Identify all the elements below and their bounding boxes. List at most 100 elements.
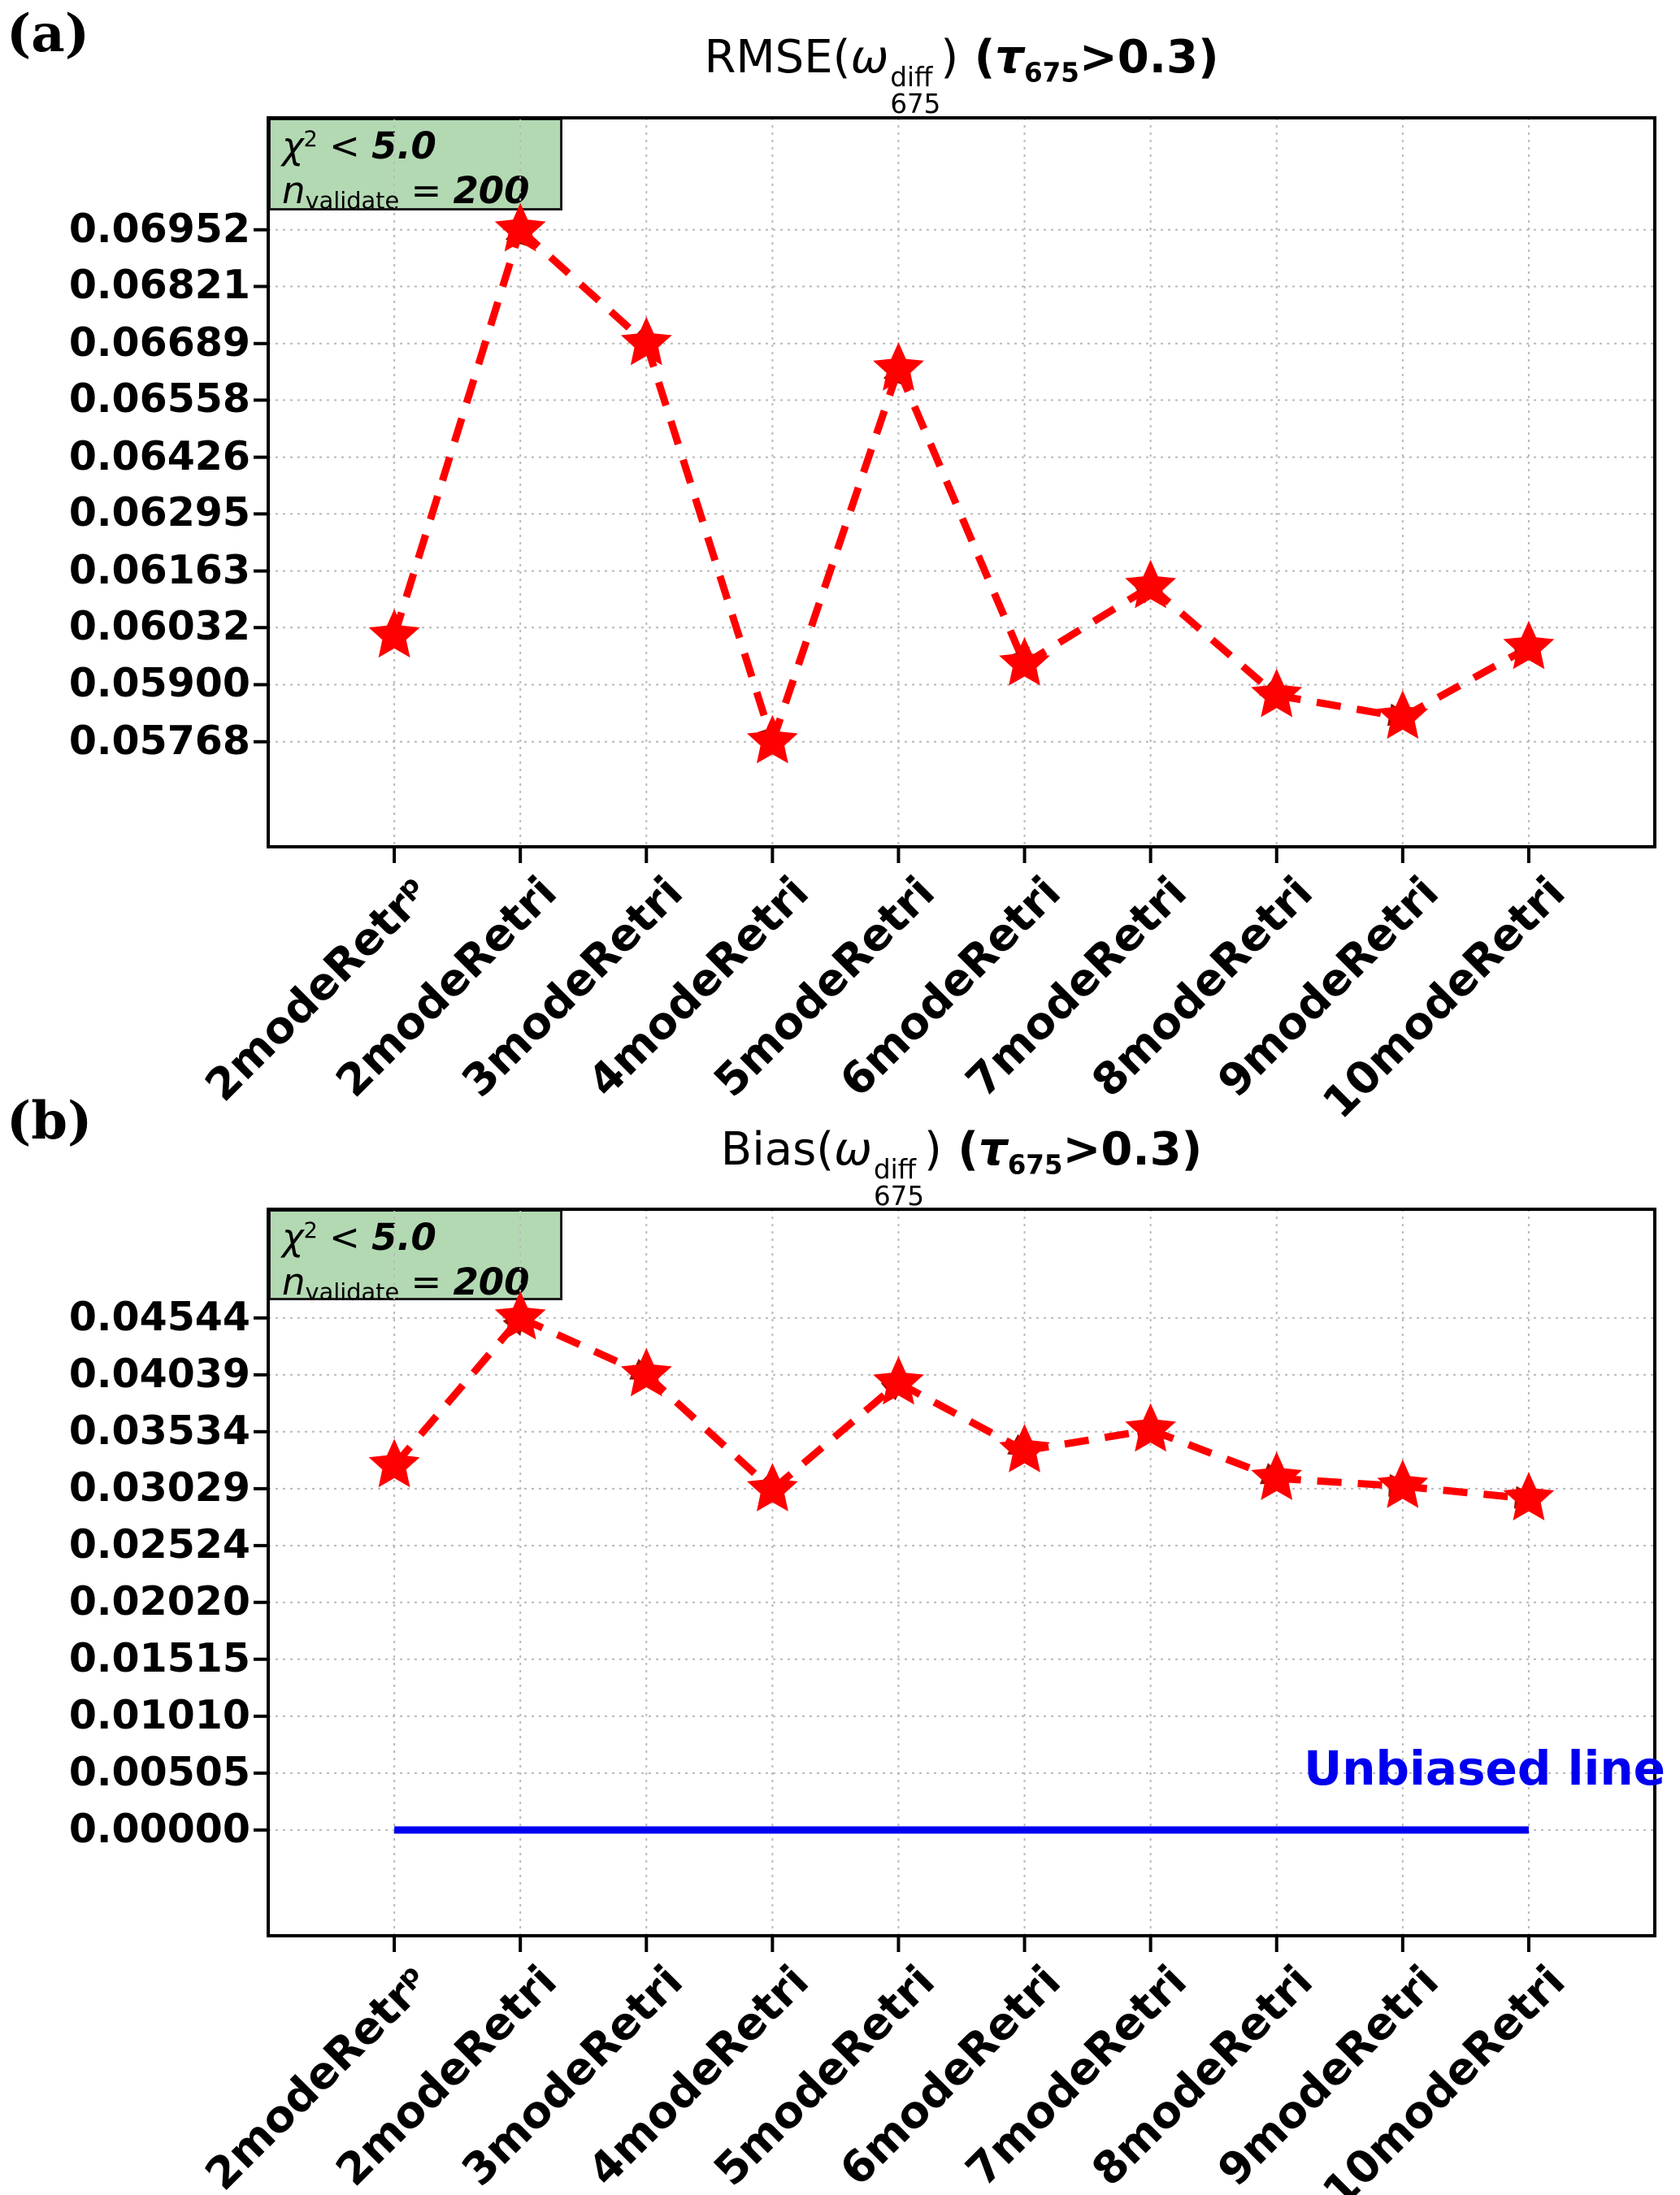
y-tick-label: 0.06558 bbox=[68, 375, 250, 423]
y-tick-label: 0.06821 bbox=[68, 262, 250, 309]
data-line-segment bbox=[896, 1379, 1037, 1458]
y-tick-label: 0.06689 bbox=[68, 319, 250, 366]
y-tick-label: 0.01515 bbox=[68, 1634, 250, 1681]
data-line-segment bbox=[390, 216, 527, 637]
data-point-star bbox=[494, 202, 546, 252]
n-validate-value: 200 bbox=[453, 168, 530, 212]
data-point-star bbox=[368, 1438, 420, 1488]
tau-symbol: τ bbox=[995, 31, 1025, 84]
n-validate-line: nvalidate = 200 bbox=[282, 1260, 549, 1306]
title-close-paren: ) bbox=[924, 1123, 942, 1176]
y-tick-label: 0.00505 bbox=[68, 1748, 250, 1795]
data-line-segment bbox=[1400, 640, 1541, 721]
chi-exponent: 2 bbox=[303, 1218, 318, 1244]
data-line-segment bbox=[1022, 579, 1162, 667]
panel-b-plot-area bbox=[254, 1208, 1656, 1952]
data-line-segment bbox=[1275, 692, 1417, 727]
panel-b-tag: (b) bbox=[7, 1091, 93, 1152]
omega-subscript: 675 bbox=[890, 89, 941, 119]
data-point-star bbox=[620, 316, 672, 366]
n-symbol: n bbox=[282, 168, 306, 212]
data-line-segment bbox=[642, 342, 779, 755]
y-tick-label: 0.06163 bbox=[68, 546, 250, 593]
y-tick-label: 0.03029 bbox=[68, 1464, 250, 1511]
data-point-star bbox=[1251, 668, 1303, 718]
data-line-segment bbox=[391, 1307, 530, 1468]
chi-symbol: χ bbox=[282, 124, 304, 167]
cond-rest: >0.3) bbox=[1079, 31, 1219, 84]
cond-rest: >0.3) bbox=[1062, 1123, 1203, 1176]
title-close-paren: ) bbox=[940, 31, 959, 84]
cond-open: ( bbox=[941, 1123, 979, 1176]
data-point-star bbox=[368, 609, 420, 658]
n-symbol: n bbox=[282, 1260, 306, 1304]
omega-symbol: ω bbox=[850, 31, 889, 84]
data-line-segment bbox=[770, 1373, 909, 1493]
y-tick-label: 0.06295 bbox=[68, 489, 250, 536]
n-subscript: validate bbox=[305, 1278, 400, 1306]
y-tick-label: 0.05768 bbox=[68, 717, 250, 764]
n-validate-line: nvalidate = 200 bbox=[282, 169, 549, 215]
tau-subscript: 675 bbox=[1024, 57, 1079, 89]
data-point-star bbox=[1377, 1459, 1429, 1508]
data-point-star bbox=[873, 342, 924, 391]
data-line-segment bbox=[895, 367, 1031, 677]
y-tick-label: 0.04039 bbox=[68, 1350, 250, 1397]
data-point-star bbox=[747, 1463, 798, 1512]
title-func: RMSE( bbox=[704, 31, 851, 84]
cond-open: ( bbox=[958, 31, 996, 84]
data-point-star bbox=[747, 714, 798, 764]
n-subscript: validate bbox=[305, 186, 400, 215]
chi-square-line: χ2 < 5.0 bbox=[282, 124, 549, 169]
data-point-star bbox=[1125, 559, 1176, 609]
data-line-segment bbox=[1149, 1426, 1290, 1485]
title-func: Bias( bbox=[720, 1123, 835, 1176]
omega-supsub: diff 675 bbox=[874, 1156, 924, 1210]
data-point-star bbox=[1251, 1451, 1303, 1500]
data-point-star bbox=[1503, 620, 1555, 670]
omega-superscript: diff bbox=[890, 61, 933, 93]
n-validate-value: 200 bbox=[453, 1260, 530, 1304]
omega-supsub: diff 675 bbox=[890, 61, 941, 119]
equals: = bbox=[399, 168, 454, 212]
data-point-star bbox=[1377, 690, 1429, 740]
tau-subscript: 675 bbox=[1007, 1149, 1063, 1181]
data-point-star bbox=[999, 1424, 1050, 1473]
data-line-segment bbox=[1148, 583, 1287, 705]
title-condition: (τ675>0.3) bbox=[958, 31, 1219, 88]
tau-symbol: τ bbox=[978, 1123, 1008, 1176]
omega-subscript: 675 bbox=[874, 1181, 924, 1212]
y-tick-label: 0.01010 bbox=[68, 1691, 250, 1738]
panel-a-tag: (a) bbox=[7, 3, 90, 64]
omega-superscript: diff bbox=[874, 1153, 917, 1185]
data-point-star bbox=[620, 1347, 672, 1397]
chi-square-line: χ2 < 5.0 bbox=[282, 1216, 549, 1260]
y-tick-label: 0.02020 bbox=[68, 1577, 250, 1625]
data-line-segment bbox=[518, 227, 657, 353]
y-tick-label: 0.00000 bbox=[68, 1805, 250, 1852]
less-than: < bbox=[317, 124, 372, 167]
data-line-segment bbox=[519, 1314, 659, 1381]
data-point-star bbox=[1503, 1472, 1555, 1520]
data-point-star bbox=[494, 1291, 546, 1340]
y-tick-label: 0.06032 bbox=[68, 603, 250, 650]
data-point-star bbox=[1125, 1403, 1176, 1452]
title-condition: (τ675>0.3) bbox=[941, 1123, 1203, 1180]
panel-a-title: RMSE(ω diff 675) (τ675>0.3) bbox=[268, 31, 1655, 118]
y-tick-label: 0.04544 bbox=[68, 1293, 250, 1340]
y-tick-label: 0.05900 bbox=[68, 660, 250, 707]
y-tick-label: 0.06952 bbox=[68, 205, 250, 252]
plot-border bbox=[267, 116, 1656, 848]
omega-symbol: ω bbox=[834, 1123, 873, 1176]
data-point-star bbox=[999, 637, 1050, 686]
chi-threshold-value: 5.0 bbox=[371, 1216, 436, 1259]
data-line-segment bbox=[644, 1372, 783, 1499]
y-tick-label: 0.06426 bbox=[68, 432, 250, 479]
unbiased-line-label: Unbiased line bbox=[1304, 1741, 1665, 1796]
data-line-segment bbox=[769, 356, 905, 744]
plot-border bbox=[267, 1208, 1656, 1937]
data-line-segment bbox=[1023, 1421, 1165, 1455]
y-tick-label: 0.03534 bbox=[68, 1407, 250, 1454]
